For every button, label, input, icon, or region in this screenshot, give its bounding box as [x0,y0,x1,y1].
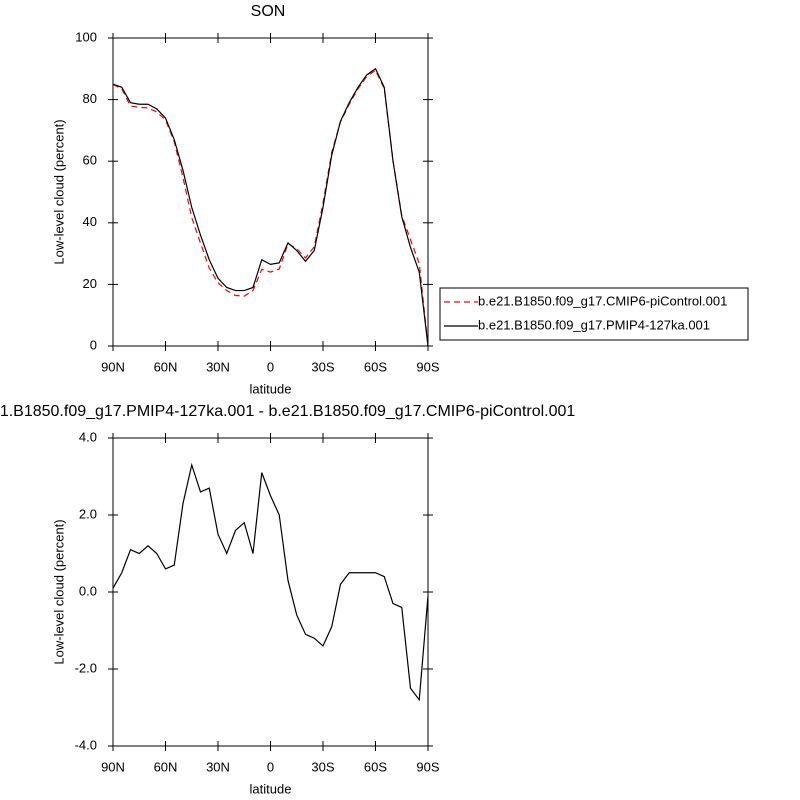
y-axis-label: Low-level cloud (percent) [51,119,66,264]
y-tick-label: 2.0 [79,506,97,521]
y-tick-label: 80 [83,91,97,106]
y-tick-label: 100 [75,29,97,44]
x-tick-label: 60N [154,759,178,774]
y-tick-label: 0 [90,337,97,352]
y-tick-label: 40 [83,214,97,229]
y-tick-label: 60 [83,153,97,168]
x-tick-label: 60S [364,759,387,774]
x-tick-label: 0 [267,759,274,774]
x-tick-label: 60N [154,359,178,374]
y-tick-label: 4.0 [79,429,97,444]
data-line [112,462,429,702]
x-tick-label: 30S [311,759,334,774]
data-line [112,67,429,347]
x-tick-label: 90S [416,759,439,774]
x-tick-label: 60S [364,359,387,374]
x-tick-label: 30N [206,759,230,774]
x-tick-label: 30N [206,359,230,374]
y-tick-label: 0.0 [79,583,97,598]
legend-label: b.e21.B1850.f09_g17.CMIP6-piControl.001 [478,293,727,308]
plot-frame [112,437,429,747]
chart-title: SON [251,3,286,20]
legend-label: b.e21.B1850.f09_g17.PMIP4-127ka.001 [478,317,710,332]
x-tick-label: 90N [101,759,125,774]
plot-frame [112,37,429,347]
x-axis-label: latitude [250,781,292,796]
y-tick-label: -2.0 [75,660,97,675]
y-tick-label: 20 [83,276,97,291]
data-line [112,69,429,346]
x-tick-label: 30S [311,359,334,374]
x-axis-label: latitude [250,381,292,396]
x-tick-label: 90S [416,359,439,374]
x-tick-label: 0 [267,359,274,374]
y-axis-label: Low-level cloud (percent) [51,519,66,664]
legend-box [439,287,749,341]
chart-title: b.e21.B1850.f09_g17.PMIP4-127ka.001 - b.… [0,403,575,420]
x-tick-label: 90N [101,359,125,374]
y-tick-label: -4.0 [75,737,97,752]
